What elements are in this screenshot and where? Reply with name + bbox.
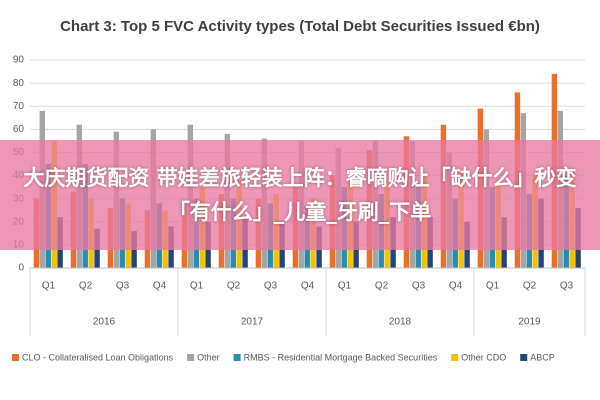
y-tick-label: 90 <box>13 55 25 66</box>
x-tick-label: Q1 <box>486 281 500 292</box>
overlay-banner: 大庆期货配资 带娃差旅轻装上阵：睿嘀购让「缺什么」秒变「有什么」_儿童_牙刷_下… <box>0 140 600 250</box>
x-tick-label: Q4 <box>449 281 463 292</box>
x-tick-label: Q2 <box>375 281 389 292</box>
legend-swatch <box>451 354 459 361</box>
x-tick-label: Q2 <box>523 281 537 292</box>
legend-label: RMBS - Residential Mortgage Backed Secur… <box>244 352 438 362</box>
x-tick-label: Q4 <box>301 281 315 292</box>
x-tick-label: Q1 <box>338 281 352 292</box>
chart-title: Chart 3: Top 5 FVC Activity types (Total… <box>60 18 540 35</box>
group-label: 2018 <box>389 317 412 328</box>
legend-label: Other CDO <box>461 352 506 362</box>
x-tick-label: Q4 <box>153 281 167 292</box>
overlay-text: 大庆期货配资 带娃差旅轻装上阵：睿嘀购让「缺什么」秒变「有什么」_儿童_牙刷_下… <box>23 166 577 224</box>
x-tick-label: Q1 <box>190 281 204 292</box>
x-tick-label: Q3 <box>412 281 426 292</box>
legend-label: Other <box>197 352 220 362</box>
legend-label: CLO - Collateralised Loan Obligations <box>22 352 174 362</box>
y-tick-label: 0 <box>18 263 24 274</box>
x-tick-label: Q3 <box>560 281 574 292</box>
x-tick-label: Q3 <box>264 281 278 292</box>
group-label: 2019 <box>518 317 541 328</box>
x-tick-label: Q1 <box>42 281 56 292</box>
legend-swatch <box>12 354 19 361</box>
y-tick-label: 70 <box>13 101 25 112</box>
y-tick-label: 80 <box>13 78 25 89</box>
legend-swatch <box>187 354 195 361</box>
legend-swatch <box>233 354 241 361</box>
x-tick-label: Q2 <box>79 281 93 292</box>
group-label: 2017 <box>241 317 264 328</box>
x-tick-label: Q3 <box>116 281 130 292</box>
legend-label: ABCP <box>530 352 555 362</box>
group-label: 2016 <box>93 317 116 328</box>
y-tick-label: 60 <box>13 124 25 135</box>
legend-swatch <box>520 354 528 361</box>
x-tick-label: Q2 <box>227 281 241 292</box>
